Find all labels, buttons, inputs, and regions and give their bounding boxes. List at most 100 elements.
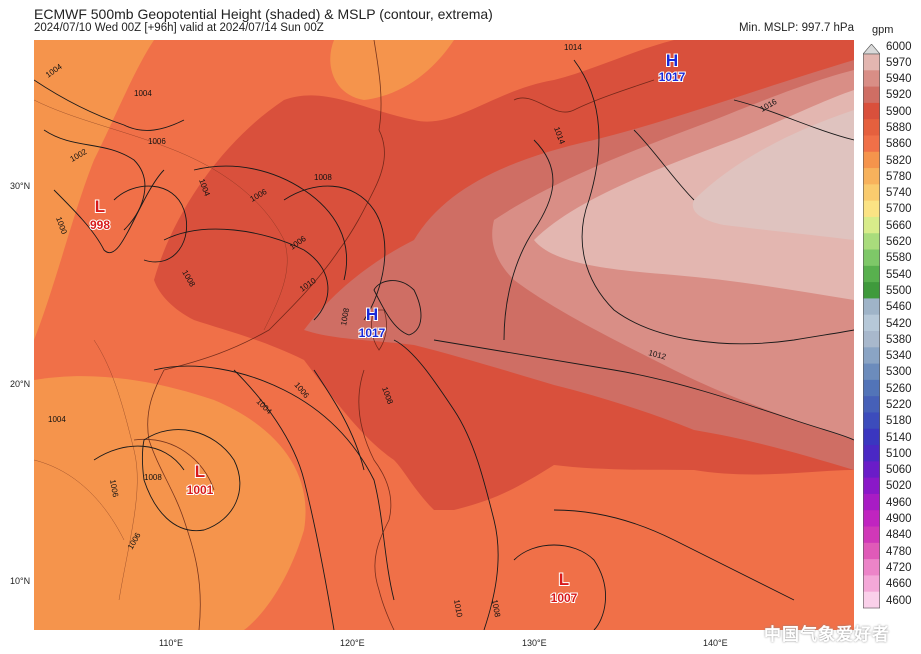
colorbar-swatch [863,70,880,88]
low-center-indochina: L 1001 [186,461,215,498]
colorbar-swatch [863,412,880,430]
colorbar-tick-label: 4900 [886,513,912,526]
colorbar-swatch [863,575,880,593]
colorbar-swatch [863,396,880,413]
colorbar-swatch [863,151,880,169]
svg-text:1001: 1001 [187,483,214,497]
colorbar-swatch [863,428,880,446]
pressure-centers: H 1017 L 998 H 1017 L 1001 L 1007 [89,50,687,606]
colorbar-tick-label: 5780 [886,170,912,183]
chart-title: ECMWF 500mb Geopotential Height (shaded)… [34,6,493,22]
colorbar-tick-label: 5020 [886,480,912,493]
colorbar-tick-label: 5420 [886,317,912,330]
colorbar-swatch [863,379,880,397]
svg-text:L: L [559,570,569,589]
isobar-label: 1008 [144,473,162,482]
lon-label-130e: 130°E [522,638,547,648]
colorbar-swatch [863,102,880,120]
height-5820-fill-sw [34,376,306,630]
colorbar-tick-label: 5180 [886,415,912,428]
high-center-east-china-sea: H 1017 [658,50,687,85]
colorbar-swatch [863,135,880,153]
colorbar-swatch [863,493,880,511]
colorbar-tick-label: 4600 [886,594,912,607]
colorbar-swatch [863,542,880,560]
lon-label-120e: 120°E [340,638,365,648]
colorbar-tick-label: 5880 [886,121,912,134]
colorbar-extend-arrow [863,44,880,55]
country-borders [34,99,288,601]
low-center-pacific: L 1007 [550,569,579,606]
colorbar-swatch [863,363,880,381]
lat-label-10n: 10°N [10,576,31,586]
colorbar-swatch [863,216,880,234]
colorbar-tick-label: 5540 [886,268,912,281]
colorbar [863,44,880,609]
isobar-label: 1006 [148,137,166,146]
colorbar-tick-label: 4960 [886,496,912,509]
colorbar-tick-label: 5340 [886,350,912,363]
colorbar-tick-label: 5860 [886,138,912,151]
colorbar-tick-label: 5920 [886,89,912,102]
colorbar-tick-label: 6000 [886,40,912,53]
colorbar-units: gpm [872,24,894,36]
watermark: 中国气象爱好者 [764,625,890,644]
svg-text:H: H [666,51,678,70]
colorbar-swatch [863,119,880,136]
lat-label-20n: 20°N [10,379,31,389]
low-center-sichuan: L 998 [89,196,111,233]
colorbar-swatch [863,233,880,251]
colorbar-tick-label: 5140 [886,431,912,444]
colorbar-tick-label: 4840 [886,529,912,542]
colorbar-frame [863,53,880,609]
svg-text:1017: 1017 [359,326,386,340]
isobar-label: 1006 [108,479,120,499]
svg-text:1007: 1007 [551,591,578,605]
lat-label-30n: 30°N [10,181,31,191]
svg-text:L: L [95,197,105,216]
height-5970-fill [692,110,854,240]
isobar-label: 1004 [48,415,66,424]
min-mslp-readout: Min. MSLP: 997.7 hPa [738,22,854,34]
colorbar-swatch [863,347,880,365]
colorbar-swatch [863,282,880,299]
colorbar-tick-label: 5820 [886,154,912,167]
colorbar-tick-label: 5740 [886,187,912,200]
height-5940-fill [534,90,854,300]
colorbar-tick-label: 5940 [886,73,912,86]
colorbar-swatch [863,461,880,479]
svg-text:H: H [366,305,378,324]
colorbar-tick-label: 5700 [886,203,912,216]
weather-map: 1004 1002 1004 1000 1006 1004 1006 1008 … [34,40,854,630]
height-5820-fill-west [34,40,154,340]
isobar-label: 1010 [452,599,464,619]
colorbar-tick-label: 5460 [886,301,912,314]
colorbar-swatch [863,168,880,185]
colorbar-tick-label: 5970 [886,56,912,69]
lon-label-110e: 110°E [159,638,183,648]
colorbar-tick-label: 4720 [886,561,912,574]
isobar-label: 1014 [564,43,582,52]
isobars [34,59,854,630]
colorbar-tick-label: 5580 [886,252,912,265]
colorbar-swatch [863,526,880,544]
isobar-label: 1008 [490,599,502,619]
colorbar-tick-label: 5620 [886,236,912,249]
colorbar-swatch [863,200,880,218]
colorbar-swatch [863,184,880,202]
colorbar-tick-label: 5100 [886,447,912,460]
colorbar-tick-label: 4780 [886,545,912,558]
isobar-label: 1008 [314,173,332,182]
colorbar-swatch [863,86,880,104]
high-center-taiwan: H 1017 [358,304,387,341]
coastlines [133,40,655,630]
colorbar-tick-label: 4660 [886,578,912,591]
colorbar-swatch [863,314,880,332]
colorbar-tick-label: 5660 [886,219,912,232]
colorbar-swatch [863,331,880,348]
colorbar-tick-label: 5300 [886,366,912,379]
colorbar-swatch [863,54,880,71]
colorbar-swatch [863,591,880,609]
colorbar-tick-label: 5500 [886,284,912,297]
colorbar-tick-label: 5900 [886,105,912,118]
